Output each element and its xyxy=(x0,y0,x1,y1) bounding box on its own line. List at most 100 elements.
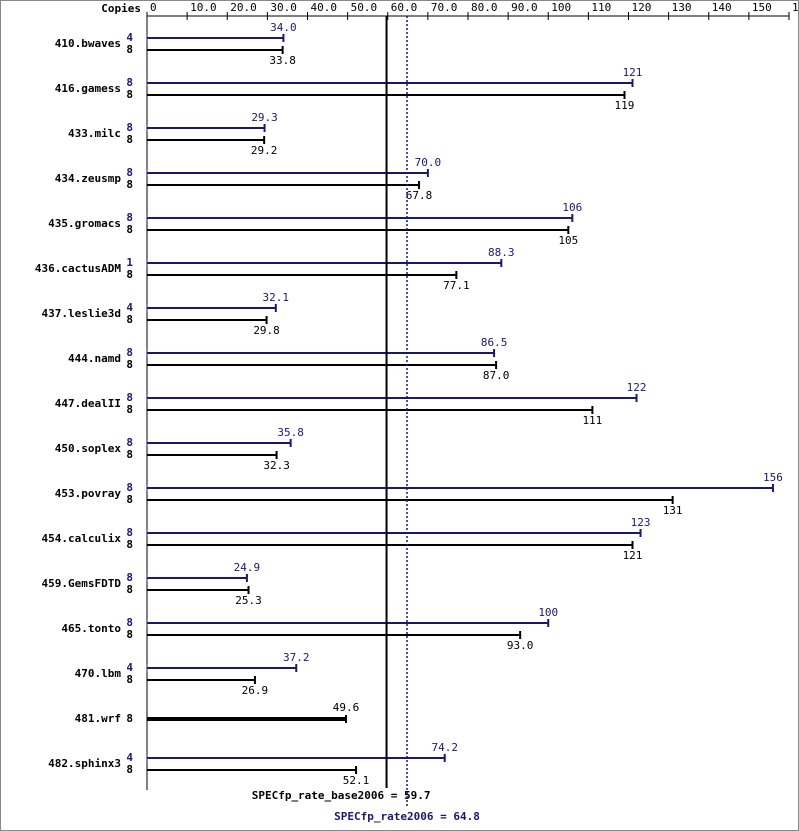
x-tick-label: 110 xyxy=(591,1,611,14)
copies: 8 xyxy=(126,43,133,56)
benchmark-name: 453.povray xyxy=(55,487,122,500)
value-label: 87.0 xyxy=(483,369,510,382)
copies: 8 xyxy=(126,538,133,551)
reference-name: SPECfp_rate2006 = xyxy=(334,810,447,823)
value-label: 24.9 xyxy=(234,561,261,574)
value-label: 100 xyxy=(538,606,558,619)
value-label: 122 xyxy=(627,381,647,394)
benchmark-name: 447.dealII xyxy=(55,397,121,410)
benchmark-name: 459.GemsFDTD xyxy=(42,577,122,590)
reference-label: SPECfp_rate_base2006 = 59.7 xyxy=(252,789,431,802)
copies: 8 xyxy=(126,358,133,371)
copies: 8 xyxy=(126,391,133,404)
value-label: 34.0 xyxy=(270,21,297,34)
copies: 4 xyxy=(126,661,133,674)
value-label: 67.8 xyxy=(406,189,433,202)
benchmark-name: 410.bwaves xyxy=(55,37,121,50)
benchmark-name: 416.gamess xyxy=(55,82,121,95)
value-label: 49.6 xyxy=(333,701,360,714)
x-tick-label: 80.0 xyxy=(471,1,498,14)
x-tick-label: 10.0 xyxy=(190,1,217,14)
copies: 8 xyxy=(126,178,133,191)
copies: 8 xyxy=(126,481,133,494)
value-label: 119 xyxy=(615,99,635,112)
value-label: 86.5 xyxy=(481,336,508,349)
benchmark-name: 454.calculix xyxy=(42,532,122,545)
x-tick-label: 0 xyxy=(150,1,157,14)
benchmark-name: 435.gromacs xyxy=(48,217,121,230)
copies: 8 xyxy=(126,493,133,506)
x-tick-label: 20.0 xyxy=(230,1,257,14)
copies: 8 xyxy=(126,121,133,134)
copies: 4 xyxy=(126,751,133,764)
copies: 8 xyxy=(126,268,133,281)
x-tick-label: 90.0 xyxy=(511,1,538,14)
copies: 8 xyxy=(126,673,133,686)
copies: 8 xyxy=(126,628,133,641)
benchmark-name: 482.sphinx3 xyxy=(48,757,121,770)
benchmark-name: 465.tonto xyxy=(61,622,121,635)
copies: 8 xyxy=(126,76,133,89)
copies: 8 xyxy=(126,763,133,776)
copies: 8 xyxy=(126,571,133,584)
value-label: 29.8 xyxy=(253,324,280,337)
x-tick-label: 150 xyxy=(752,1,772,14)
copies: 8 xyxy=(126,223,133,236)
copies: 8 xyxy=(126,616,133,629)
x-tick-label: 140 xyxy=(712,1,732,14)
x-tick-label: 60.0 xyxy=(391,1,418,14)
value-label: 32.3 xyxy=(263,459,290,472)
copies: 1 xyxy=(126,256,133,269)
reference-value: 64.8 xyxy=(453,810,480,823)
value-label: 29.3 xyxy=(251,111,278,124)
copies: 4 xyxy=(126,301,133,314)
copies: 8 xyxy=(126,166,133,179)
reference-value: 59.7 xyxy=(404,789,431,802)
value-label: 111 xyxy=(582,414,602,427)
copies: 8 xyxy=(126,712,133,725)
copies: 8 xyxy=(126,403,133,416)
x-tick-label: 100 xyxy=(551,1,571,14)
copies: 8 xyxy=(126,583,133,596)
value-label: 37.2 xyxy=(283,651,310,664)
value-label: 35.8 xyxy=(277,426,304,439)
value-label: 25.3 xyxy=(235,594,262,607)
value-label: 32.1 xyxy=(263,291,290,304)
x-tick-label: 130 xyxy=(672,1,692,14)
value-label: 156 xyxy=(763,471,783,484)
x-tick-label: 40.0 xyxy=(311,1,338,14)
benchmark-name: 433.milc xyxy=(68,127,121,140)
reference-label: SPECfp_rate2006 = 64.8 xyxy=(334,810,480,823)
copies: 8 xyxy=(126,448,133,461)
value-label: 121 xyxy=(623,66,643,79)
value-label: 123 xyxy=(631,516,651,529)
copies: 8 xyxy=(126,526,133,539)
copies: 8 xyxy=(126,133,133,146)
value-label: 74.2 xyxy=(431,741,458,754)
value-label: 105 xyxy=(558,234,578,247)
value-label: 33.8 xyxy=(269,54,296,67)
reference-name: SPECfp_rate_base2006 = xyxy=(252,789,398,802)
value-label: 93.0 xyxy=(507,639,534,652)
x-tick-label: 160 xyxy=(792,1,799,14)
benchmark-name: 470.lbm xyxy=(75,667,122,680)
benchmark-name: 436.cactusADM xyxy=(35,262,121,275)
copies: 8 xyxy=(126,436,133,449)
x-tick-label: 70.0 xyxy=(431,1,458,14)
copies-header: Copies xyxy=(101,2,141,15)
value-label: 77.1 xyxy=(443,279,470,292)
x-tick-label: 50.0 xyxy=(351,1,378,14)
value-label: 29.2 xyxy=(251,144,278,157)
benchmark-name: 450.soplex xyxy=(55,442,122,455)
x-tick-label: 30.0 xyxy=(270,1,297,14)
value-label: 26.9 xyxy=(242,684,269,697)
value-label: 52.1 xyxy=(343,774,370,787)
value-label: 88.3 xyxy=(488,246,515,259)
benchmark-name: 437.leslie3d xyxy=(42,307,121,320)
value-label: 106 xyxy=(562,201,582,214)
copies: 4 xyxy=(126,31,133,44)
copies: 8 xyxy=(126,313,133,326)
